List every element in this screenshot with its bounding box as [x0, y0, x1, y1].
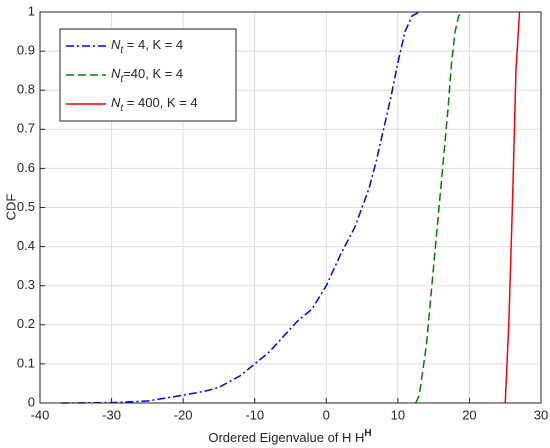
series-line: [415, 11, 463, 404]
y-tick-label: 0.8: [17, 82, 35, 97]
plot: [61, 11, 521, 404]
x-tick-label: 20: [462, 407, 476, 422]
ticks: -40 -30 -20 -10 0 10 20 30 0 0.1 0.2 0.3 0.4 0.5 0.6 0.…: [17, 3, 548, 422]
legend-label: Nt = 400, K = 4: [111, 95, 198, 113]
x-tick-label: -30: [102, 407, 121, 422]
y-tick-label: 0.9: [17, 43, 35, 58]
series-line: [504, 11, 521, 404]
y-tick-label: 1: [28, 3, 35, 18]
y-axis-label: CDF: [3, 194, 18, 221]
y-tick-label: 0.3: [17, 277, 35, 292]
legend-label: Nt=40, K = 4: [111, 66, 183, 84]
x-tick-label: 0: [323, 407, 330, 422]
grid: [39, 11, 542, 404]
series-line: [61, 11, 420, 404]
x-tick-label: -10: [245, 407, 264, 422]
x-axis-label: Ordered Eigenvalue of H HH: [208, 428, 371, 446]
x-tick-label: -20: [174, 407, 193, 422]
y-tick-label: 0: [28, 394, 35, 409]
x-tick-label: 30: [534, 407, 548, 422]
y-tick-label: 0.4: [17, 238, 35, 253]
legend-box: [59, 28, 237, 122]
legend: Nt = 4, K = 4 Nt=40, K = 4 Nt = 400, K = 4: [66, 37, 198, 114]
y-tick-label: 0.7: [17, 121, 35, 136]
legend-label: Nt = 4, K = 4: [111, 37, 183, 55]
x-tick-label: -40: [31, 407, 50, 422]
y-tick-label: 0.6: [17, 160, 35, 175]
y-tick-label: 0.2: [17, 316, 35, 331]
x-tick-label: 10: [391, 407, 405, 422]
y-tick-label: 0.5: [17, 199, 35, 214]
y-tick-label: 0.1: [17, 355, 35, 370]
